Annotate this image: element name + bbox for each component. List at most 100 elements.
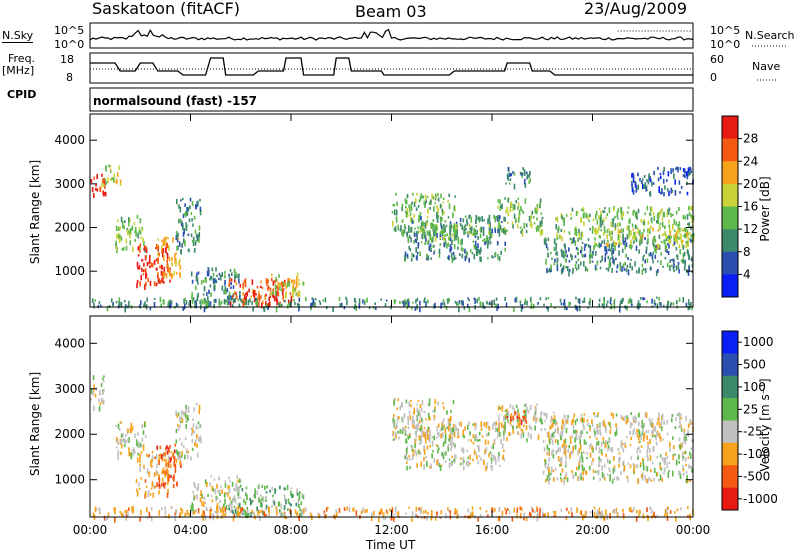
power-echo-cell [185, 222, 187, 228]
nave-tick-high: 60 [710, 53, 724, 66]
velocity-echo-cell [655, 441, 658, 446]
velocity-echo-cell [392, 421, 395, 427]
power-echo-cell [141, 259, 144, 262]
power-echo-cell [504, 197, 506, 200]
power-echo-cell [224, 270, 226, 275]
velocity-echo-cell [283, 487, 285, 490]
power-echo-cell [619, 261, 622, 267]
power-echo-cell [494, 219, 497, 223]
power-echo-cell [197, 234, 200, 238]
velocity-echo-cell [378, 511, 381, 516]
velocity-echo-cell [687, 456, 690, 459]
power-echo-cell [620, 206, 622, 212]
power-echo-cell [183, 228, 186, 231]
power-echo-cell [430, 257, 432, 260]
velocity-echo-cell [653, 427, 655, 431]
velocity-echo-cell [335, 509, 338, 515]
velocity-echo-cell [534, 414, 536, 421]
power-echo-cell [532, 215, 535, 219]
power-echo-cell [234, 298, 236, 302]
power-echo-cell [583, 254, 585, 258]
velocity-echo-cell [641, 420, 643, 425]
power-echo-cell [168, 245, 170, 251]
power-echo-cell [112, 302, 114, 306]
power-echo-cell [153, 281, 156, 286]
velocity-echo-cell [634, 418, 637, 424]
power-echo-cell [637, 227, 639, 234]
power-echo-cell [209, 284, 212, 288]
power-echo-cell [404, 299, 407, 306]
power-echo-cell [660, 191, 662, 195]
power-echo-cell [622, 228, 625, 233]
velocity-echo-cell [163, 458, 166, 462]
velocity-echo-cell [139, 442, 142, 447]
power-echo-cell [494, 251, 497, 257]
power-echo-cell [111, 177, 114, 181]
velocity-echo-cell [552, 431, 555, 435]
power-echo-cell [678, 221, 681, 227]
power-echo-cell [281, 286, 284, 292]
cpid-label: CPID [7, 88, 37, 101]
power-echo-cell [689, 166, 692, 170]
power-echo-cell [133, 222, 136, 226]
velocity-echo-cell [154, 456, 156, 460]
velocity-echo-cell [512, 425, 514, 430]
velocity-echo-cell [265, 499, 267, 502]
velocity-echo-cell [682, 465, 684, 469]
velocity-echo-cell [604, 517, 606, 521]
power-echo-cell [176, 272, 178, 275]
velocity-echo-cell [632, 506, 635, 512]
power-echo-cell [526, 174, 529, 179]
power-echo-cell [261, 302, 263, 309]
power-echo-cell [647, 237, 649, 244]
velocity-echo-cell [679, 413, 682, 417]
power-echo-cell [622, 211, 625, 217]
velocity-echo-cell [419, 413, 421, 419]
velocity-echo-cell [652, 514, 654, 517]
power-echo-cell [554, 258, 556, 263]
power-echo-cell [457, 236, 459, 241]
power-echo-cell [659, 301, 661, 306]
power-echo-cell [468, 306, 471, 313]
velocity-echo-cell [620, 471, 622, 476]
power-echo-cell [128, 300, 130, 307]
xtick-label: 12:00 [374, 523, 409, 537]
power-echo-cell [649, 230, 651, 234]
velocity-echo-cell [565, 472, 568, 477]
velocity-echo-cell [669, 441, 671, 448]
velocity-echo-cell [544, 412, 546, 417]
velocity-echo-cell [637, 478, 640, 484]
power-echo-cell [686, 214, 689, 220]
power-echo-cell [121, 224, 124, 229]
velocity-echo-cell [507, 420, 510, 424]
power-echo-cell [166, 259, 168, 263]
power-echo-cell [116, 178, 118, 185]
velocity-echo-cell [689, 421, 691, 426]
power-echo-cell [268, 286, 270, 290]
power-echo-cell [298, 282, 300, 286]
power-echo-cell [227, 295, 229, 299]
power-echo-cell [118, 235, 120, 240]
power-echo-cell [476, 298, 478, 304]
velocity-echo-cell [600, 512, 603, 515]
velocity-echo-cell [588, 444, 591, 449]
power-echo-cell [605, 243, 608, 246]
power-echo-cell [439, 234, 442, 240]
power-echo-cell [682, 174, 685, 177]
power-echo-cell [167, 268, 169, 273]
velocity-echo-cell [659, 474, 662, 481]
velocity-echo-cell [192, 490, 194, 494]
power-echo-cell [497, 254, 499, 260]
velocity-echo-cell [649, 448, 651, 453]
velocity-echo-cell [420, 407, 423, 413]
power-echo-cell [275, 291, 278, 296]
velocity-echo-cell [638, 441, 640, 444]
velocity-echo-cell [107, 512, 110, 517]
power-echo-cell [505, 209, 507, 214]
power-echo-cell [395, 216, 398, 220]
velocity-echo-cell [225, 511, 227, 515]
power-echo-cell [662, 233, 665, 236]
power-echo-cell [534, 208, 537, 214]
power-echo-cell [113, 173, 116, 178]
power-echo-cell [443, 223, 445, 227]
